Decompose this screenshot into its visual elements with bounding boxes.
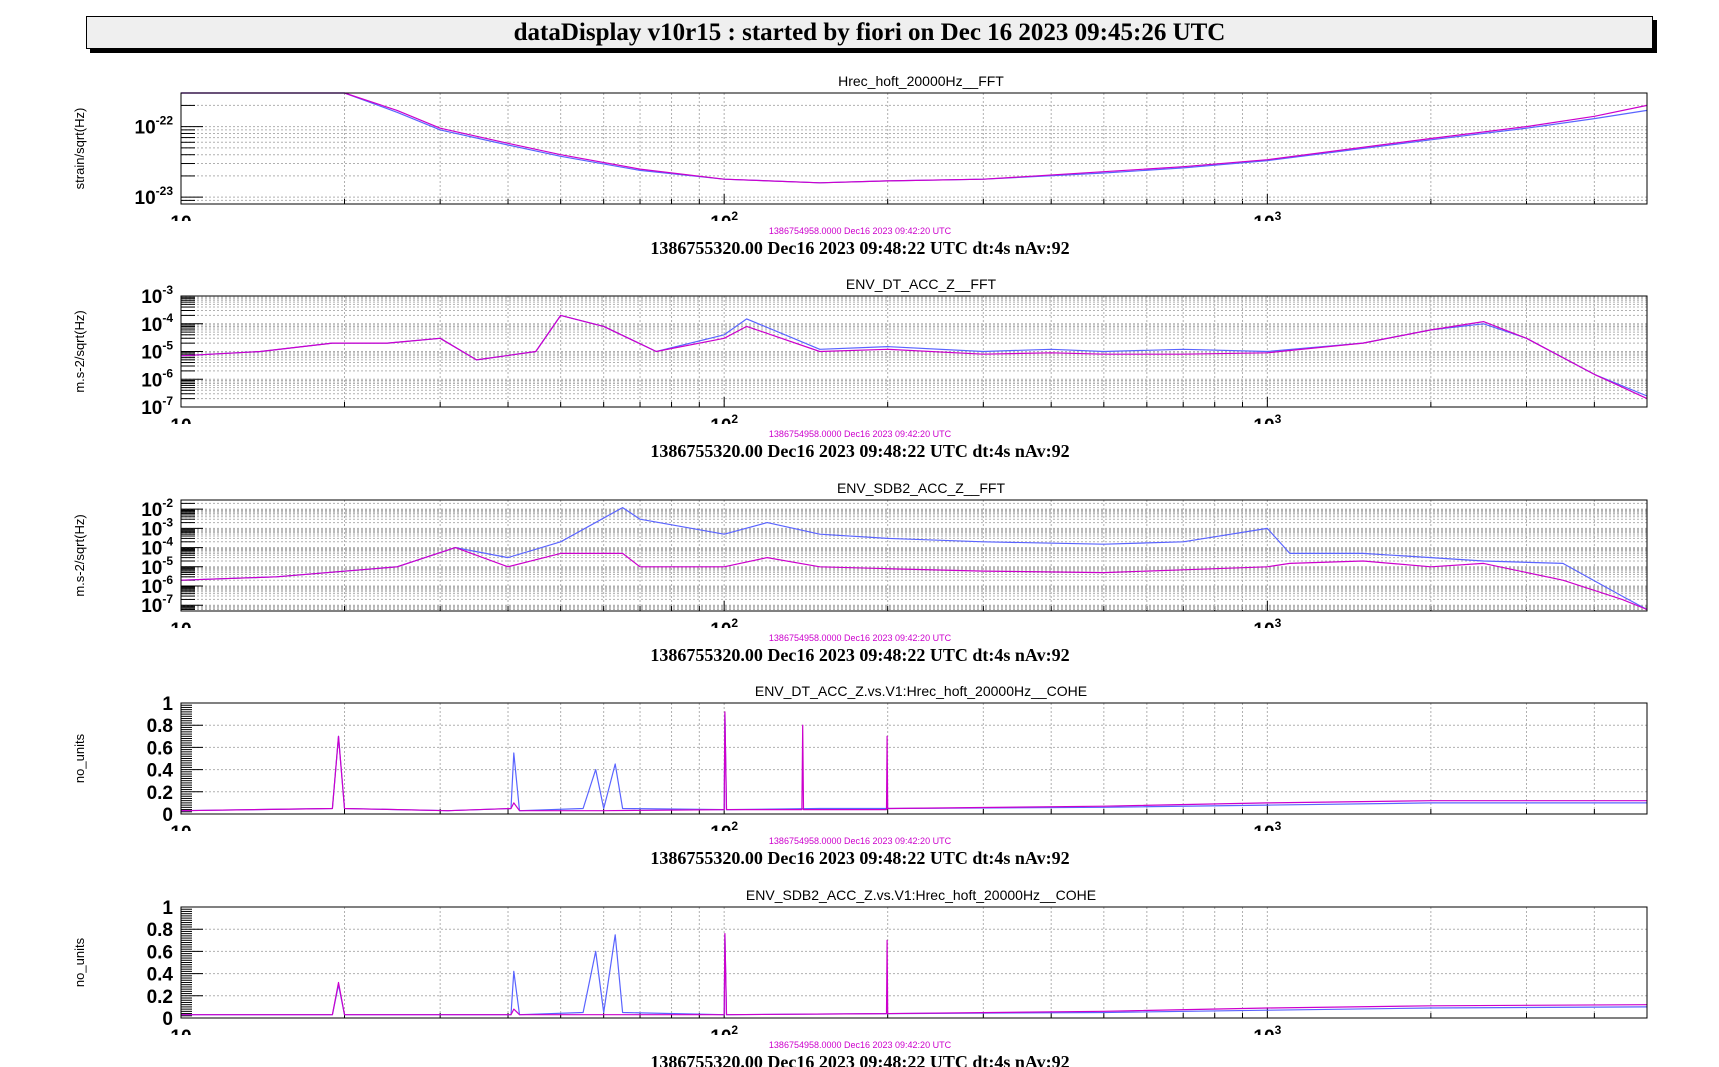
y-tick-label: 10-3 xyxy=(141,515,173,540)
y-tick-label: 0.6 xyxy=(147,942,173,963)
series-line-reference xyxy=(180,713,1647,812)
panel-title: ENV_SDB2_ACC_Z.vs.V1:Hrec_hoft_20000Hz__… xyxy=(746,887,1096,903)
chart-panel-3: ENV_SDB2_ACC_Z__FFTm.s-2/sqrt(Hz)10-210-… xyxy=(72,480,1660,665)
y-tick-label: 0.2 xyxy=(147,783,173,804)
panel-title: Hrec_hoft_20000Hz__FFT xyxy=(838,73,1004,89)
y-tick-label: 10-22 xyxy=(135,114,174,139)
x-gridlines xyxy=(180,296,1648,407)
y-tick-label: 1 xyxy=(162,694,173,715)
panel-title: ENV_DT_ACC_Z__FFT xyxy=(846,276,997,292)
y-tick-label: 0.8 xyxy=(147,920,173,941)
y-axis-label: m.s-2/sqrt(Hz) xyxy=(72,310,87,392)
y-tick-label: 10-3 xyxy=(141,283,173,308)
y-axis-label: strain/sqrt(Hz) xyxy=(72,108,87,190)
chart-panel-2: ENV_DT_ACC_Z__FFT m.s-2/sqrt(Hz) 10-3 10-4 1… xyxy=(72,276,1660,461)
chart-panel-5: ENV_SDB2_ACC_Z.vs.V1:Hrec_hoft_20000Hz__… xyxy=(72,887,1660,1067)
series-line-current xyxy=(180,546,1648,611)
y-tick-label: 0.2 xyxy=(147,987,173,1008)
y-tick-label: 10-5 xyxy=(141,339,173,364)
y-axis-label: m.s-2/sqrt(Hz) xyxy=(72,514,87,596)
timestamp-reference: 1386754958.0000 Dec16 2023 09:42:20 UTC xyxy=(769,429,952,439)
y-axis-label: no_units xyxy=(72,733,87,783)
x-gridlines xyxy=(180,907,1648,1018)
y-tick-label: 0.6 xyxy=(147,738,173,759)
series-line-reference xyxy=(181,934,1648,1016)
series-line-current xyxy=(180,314,1648,400)
y-tick-label: 0 xyxy=(162,805,173,826)
series-line-current xyxy=(180,711,1647,812)
timestamp-current: 1386755320.00 Dec16 2023 09:48:22 UTC dt… xyxy=(650,441,1069,461)
x-gridlines xyxy=(180,703,1648,814)
plot-frame xyxy=(180,906,1648,1019)
y-tick-label: 10-6 xyxy=(141,573,173,598)
y-tick-label: 10-4 xyxy=(141,535,173,560)
y-axis-label: no_units xyxy=(72,937,87,987)
x-gridlines xyxy=(180,93,1648,204)
y-tick-label: 10-7 xyxy=(141,592,173,617)
chart-panel-1: Hrec_hoft_20000Hz__FFT strain/sqrt(Hz) 10-… xyxy=(72,73,1660,258)
timestamp-reference: 1386754958.0000 Dec16 2023 09:42:20 UTC xyxy=(769,1040,952,1050)
x-label-clip xyxy=(100,628,1660,640)
timestamp-current: 1386755320.00 Dec16 2023 09:48:22 UTC dt… xyxy=(650,848,1069,868)
y-gridlines xyxy=(181,499,1647,612)
x-label-clip xyxy=(100,831,1660,843)
window-title-bar: dataDisplay v10r15 : started by fiori on… xyxy=(86,16,1653,49)
y-tick-label: 0.4 xyxy=(147,761,174,782)
y-tick-label: 0.8 xyxy=(147,716,173,737)
plot-frame xyxy=(180,499,1648,612)
window-title: dataDisplay v10r15 : started by fiori on… xyxy=(513,19,1226,46)
series-line-current xyxy=(181,932,1648,1016)
y-gridlines xyxy=(181,92,1647,205)
y-tick-label: 10-6 xyxy=(141,366,173,391)
plot-frame xyxy=(180,702,1648,815)
timestamp-current: 1386755320.00 Dec16 2023 09:48:22 UTC dt… xyxy=(650,1052,1069,1067)
y-tick-label: 10-7 xyxy=(141,394,173,419)
y-tick-label: 10-5 xyxy=(141,554,173,579)
panel-title: ENV_DT_ACC_Z.vs.V1:Hrec_hoft_20000Hz__CO… xyxy=(755,683,1087,699)
plot-frame xyxy=(180,92,1648,205)
x-label-clip xyxy=(100,221,1660,233)
y-tick-label: 10-2 xyxy=(141,496,173,521)
series-line-reference xyxy=(180,507,1648,611)
timestamp-reference: 1386754958.0000 Dec16 2023 09:42:20 UTC xyxy=(769,633,952,643)
y-gridlines xyxy=(181,702,1647,815)
x-label-clip xyxy=(100,1035,1660,1047)
plot-frame xyxy=(180,295,1648,408)
y-tick-label: 0.4 xyxy=(147,965,174,986)
x-label-clip xyxy=(100,424,1660,436)
y-tick-label: 0 xyxy=(162,1009,173,1030)
series-line-current xyxy=(181,92,1648,184)
timestamp-current: 1386755320.00 Dec16 2023 09:48:22 UTC dt… xyxy=(650,645,1069,665)
y-tick-label: 10-4 xyxy=(141,311,173,336)
timestamp-reference: 1386754958.0000 Dec16 2023 09:42:20 UTC xyxy=(769,836,952,846)
y-tick-label: 1 xyxy=(162,898,173,919)
timestamp-current: 1386755320.00 Dec16 2023 09:48:22 UTC dt… xyxy=(650,238,1069,258)
chart-panel-4: ENV_DT_ACC_Z.vs.V1:Hrec_hoft_20000Hz__CO… xyxy=(72,683,1660,868)
y-gridlines xyxy=(181,295,1647,408)
y-gridlines xyxy=(181,906,1647,1019)
y-tick-label: 10-23 xyxy=(135,184,174,209)
timestamp-reference: 1386754958.0000 Dec16 2023 09:42:20 UTC xyxy=(769,226,952,236)
panel-title: ENV_SDB2_ACC_Z__FFT xyxy=(837,480,1006,496)
